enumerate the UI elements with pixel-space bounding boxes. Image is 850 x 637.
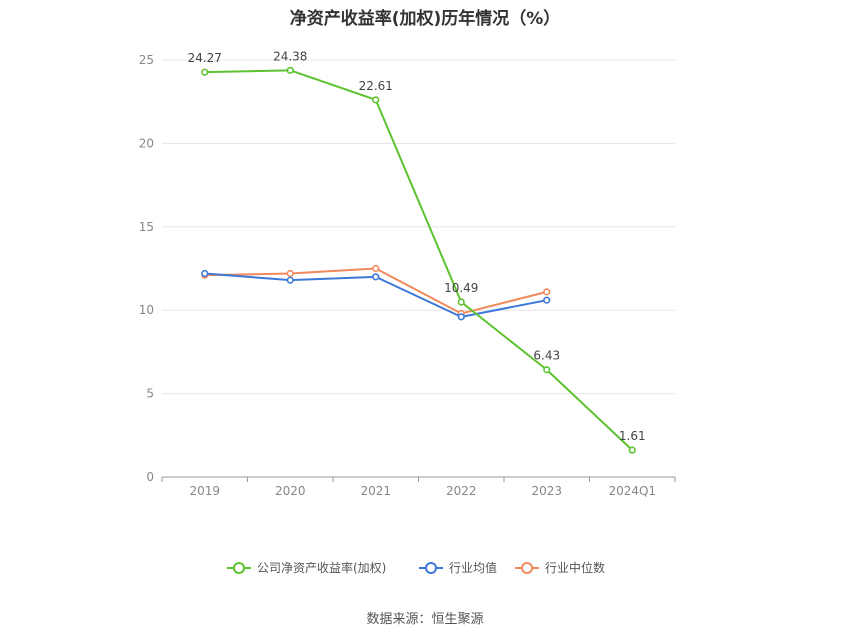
source-note: 数据来源：恒生聚源 — [366, 612, 484, 627]
x-tick-label: 2023 — [531, 484, 562, 498]
data-point — [372, 96, 380, 104]
data-point — [628, 446, 636, 454]
chart-title: 净资产收益率(加权)历年情况（%） — [289, 9, 561, 29]
data-label: 24.27 — [188, 51, 222, 65]
data-point — [543, 288, 551, 296]
gridlines — [162, 59, 675, 395]
data-point — [201, 269, 209, 278]
legend-label: 行业均值 — [449, 560, 497, 575]
data-point — [286, 269, 294, 278]
y-tick-label: 25 — [139, 53, 154, 67]
legend-item[interactable]: 公司净资产收益率(加权) — [227, 560, 386, 575]
data-point — [543, 366, 551, 374]
data-labels: 24.27 24.38 22.61 10.49 6.43 1.61 — [188, 49, 646, 443]
legend[interactable]: 公司净资产收益率(加权) 行业均值 行业中位数 — [227, 560, 605, 575]
legend-marker — [521, 562, 533, 574]
data-label: 24.38 — [273, 49, 307, 63]
legend-marker — [233, 562, 245, 574]
series-lines — [201, 66, 636, 454]
legend-item[interactable]: 行业中位数 — [515, 560, 605, 575]
legend-label: 公司净资产收益率(加权) — [257, 560, 386, 575]
data-point — [201, 68, 209, 76]
data-point — [457, 298, 465, 306]
series-line — [204, 69, 633, 451]
data-point — [372, 264, 380, 273]
axes: 0 5 10 15 20 25 2019 2020 2021 2022 2023 2024Q1 — [139, 53, 676, 498]
legend-marker — [425, 562, 437, 574]
data-point — [286, 276, 294, 284]
y-tick-label: 0 — [146, 470, 154, 484]
legend-label: 行业中位数 — [545, 560, 605, 575]
x-tick-label: 2024Q1 — [608, 484, 656, 498]
data-point — [543, 296, 551, 304]
data-label: 22.61 — [359, 79, 393, 93]
data-point — [457, 313, 465, 321]
x-tick-label: 2022 — [446, 484, 477, 498]
x-tick-label: 2019 — [189, 484, 220, 498]
data-label: 6.43 — [533, 349, 560, 363]
data-point — [286, 66, 294, 74]
data-point — [372, 273, 380, 281]
y-tick-label: 5 — [146, 387, 154, 401]
y-tick-label: 20 — [139, 136, 154, 150]
y-tick-label: 10 — [139, 303, 154, 317]
data-label: 10.49 — [444, 281, 478, 295]
legend-item[interactable]: 行业均值 — [419, 560, 497, 575]
x-tick-label: 2021 — [360, 484, 391, 498]
y-tick-label: 15 — [139, 220, 154, 234]
x-tick-label: 2020 — [275, 484, 306, 498]
data-label: 1.61 — [619, 429, 646, 443]
